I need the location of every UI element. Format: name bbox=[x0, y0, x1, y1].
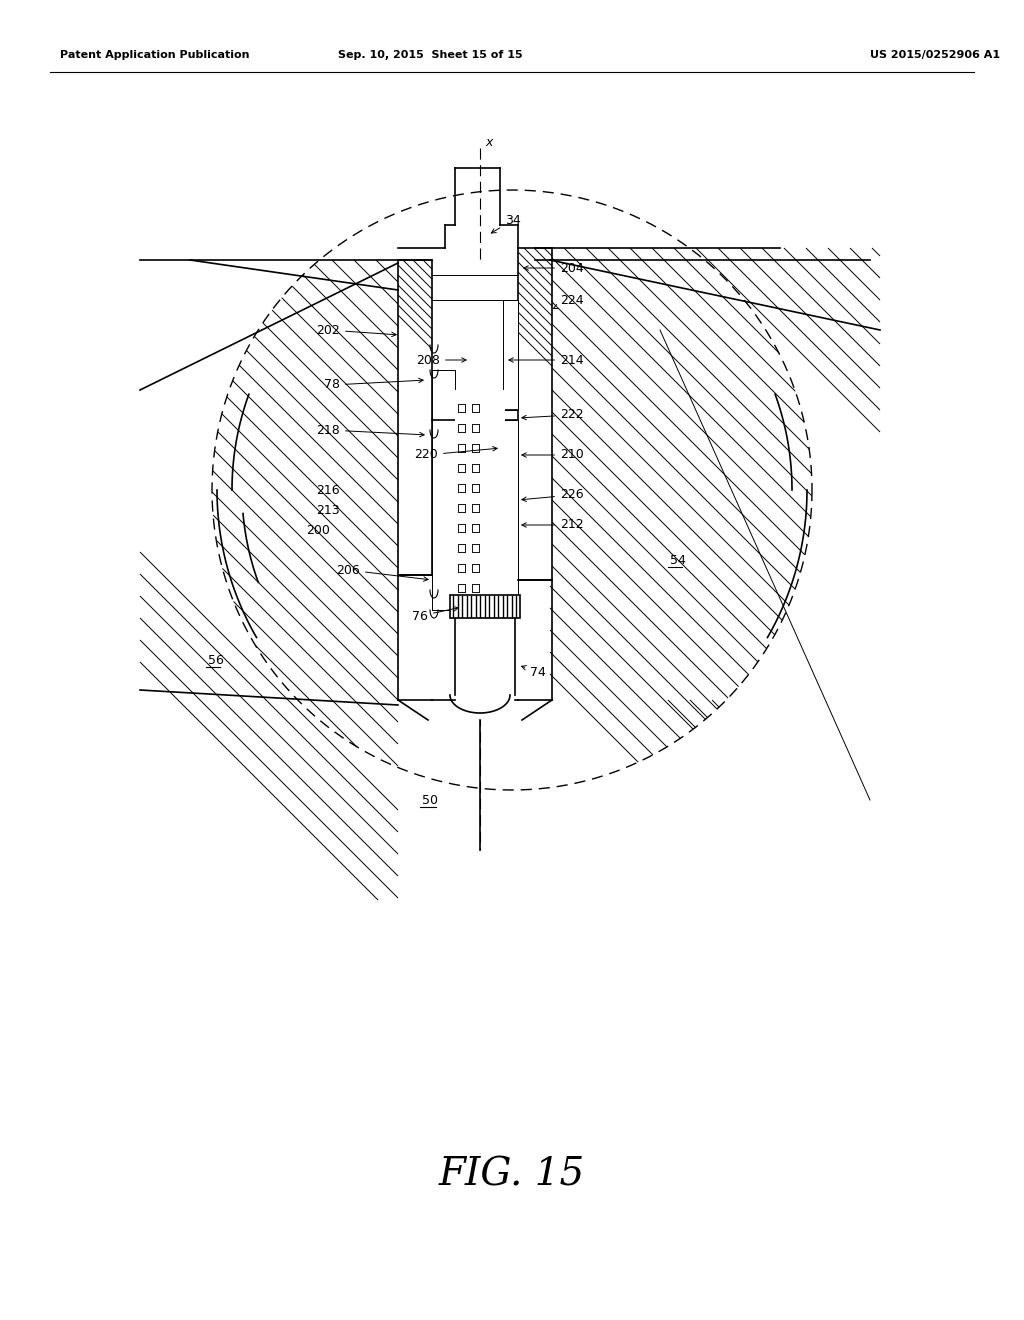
Bar bbox=[458, 465, 465, 473]
Text: Sep. 10, 2015  Sheet 15 of 15: Sep. 10, 2015 Sheet 15 of 15 bbox=[338, 50, 522, 59]
Text: 50: 50 bbox=[422, 793, 438, 807]
Bar bbox=[503, 300, 518, 411]
Bar bbox=[472, 465, 479, 473]
Bar bbox=[472, 583, 479, 591]
Text: 206: 206 bbox=[336, 564, 428, 581]
Text: 218: 218 bbox=[316, 424, 424, 437]
Bar bbox=[458, 444, 465, 451]
Bar bbox=[472, 444, 479, 451]
Bar bbox=[458, 444, 465, 451]
Text: 216: 216 bbox=[316, 483, 340, 496]
Bar bbox=[458, 564, 465, 572]
Bar bbox=[458, 484, 465, 492]
Bar bbox=[458, 524, 465, 532]
Text: 34: 34 bbox=[492, 214, 521, 234]
Bar bbox=[455, 395, 485, 595]
Bar bbox=[458, 583, 465, 591]
Bar bbox=[455, 389, 505, 601]
Bar bbox=[472, 564, 479, 572]
Bar bbox=[458, 524, 465, 532]
Text: 204: 204 bbox=[524, 261, 584, 275]
Text: FIG. 15: FIG. 15 bbox=[439, 1156, 585, 1193]
Bar bbox=[458, 404, 465, 412]
Bar bbox=[398, 260, 432, 576]
Text: 54: 54 bbox=[670, 553, 686, 566]
Bar bbox=[503, 420, 518, 601]
Bar bbox=[432, 260, 518, 719]
Bar bbox=[450, 595, 520, 618]
Text: 76: 76 bbox=[412, 607, 458, 623]
Bar bbox=[458, 544, 465, 552]
Bar bbox=[458, 504, 465, 512]
Bar bbox=[472, 504, 479, 512]
Bar bbox=[458, 544, 465, 552]
Bar bbox=[458, 404, 465, 412]
Text: 210: 210 bbox=[522, 449, 584, 462]
Text: 200: 200 bbox=[306, 524, 330, 536]
Text: 220: 220 bbox=[415, 446, 497, 462]
Bar bbox=[472, 504, 479, 512]
Bar bbox=[472, 524, 479, 532]
Bar bbox=[472, 544, 479, 552]
Bar bbox=[458, 465, 465, 473]
Bar bbox=[472, 404, 479, 412]
Text: US 2015/0252906 A1: US 2015/0252906 A1 bbox=[870, 50, 1000, 59]
Bar bbox=[472, 444, 479, 451]
Text: 222: 222 bbox=[522, 408, 584, 421]
Text: 224: 224 bbox=[554, 293, 584, 309]
Bar bbox=[518, 248, 552, 579]
Text: 74: 74 bbox=[521, 665, 546, 678]
Bar bbox=[472, 465, 479, 473]
Bar bbox=[472, 583, 479, 591]
Text: 226: 226 bbox=[522, 488, 584, 502]
Bar bbox=[458, 583, 465, 591]
Bar bbox=[458, 484, 465, 492]
Text: 214: 214 bbox=[509, 354, 584, 367]
Bar bbox=[472, 484, 479, 492]
Bar bbox=[472, 404, 479, 412]
Text: 202: 202 bbox=[316, 323, 396, 337]
Bar bbox=[472, 524, 479, 532]
Text: 212: 212 bbox=[522, 519, 584, 532]
Bar bbox=[432, 370, 455, 610]
Text: 208: 208 bbox=[416, 354, 466, 367]
Bar bbox=[458, 424, 465, 432]
Bar bbox=[472, 424, 479, 432]
Bar bbox=[455, 618, 515, 696]
Text: 56: 56 bbox=[208, 653, 224, 667]
Bar bbox=[472, 544, 479, 552]
Bar bbox=[472, 564, 479, 572]
Text: 213: 213 bbox=[316, 503, 340, 516]
Bar bbox=[458, 564, 465, 572]
Text: Patent Application Publication: Patent Application Publication bbox=[60, 50, 250, 59]
Bar bbox=[458, 504, 465, 512]
Text: x: x bbox=[485, 136, 493, 149]
Bar bbox=[472, 484, 479, 492]
Bar bbox=[472, 424, 479, 432]
Bar bbox=[458, 424, 465, 432]
Text: 78: 78 bbox=[324, 379, 423, 392]
